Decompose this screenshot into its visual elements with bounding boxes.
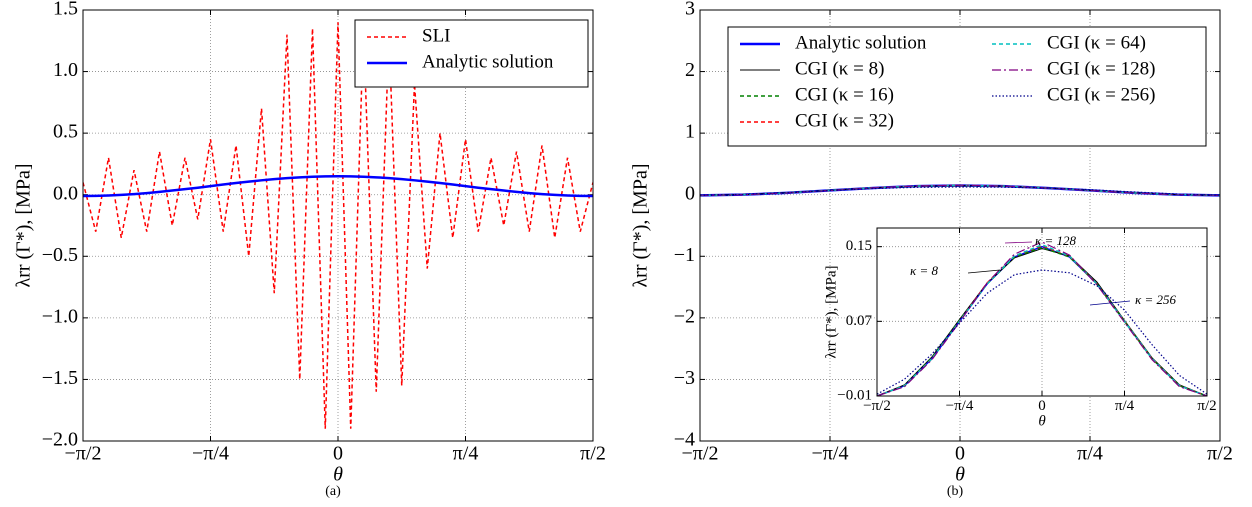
x-tick-label: 0	[955, 443, 965, 465]
y-tick-label: −0.01	[837, 387, 872, 403]
x-axis-label: θ	[333, 464, 343, 486]
legend-box	[727, 26, 1207, 147]
y-axis-label: λrr (Γ*), [MPa]	[13, 163, 35, 287]
legend-box	[354, 19, 589, 88]
y-tick-label: −4	[674, 429, 695, 451]
x-tick-label: −π/2	[65, 443, 102, 465]
x-tick-label: −π/4	[812, 443, 849, 465]
legend-label: CGI (κ = 128)	[1047, 58, 1155, 79]
annotation: κ = 128	[1035, 233, 1077, 248]
series-group	[83, 22, 593, 429]
series-line	[700, 184, 1220, 196]
series-group	[700, 184, 1220, 197]
x-tick-label: −π/2	[863, 398, 891, 414]
series-line	[83, 22, 593, 429]
legend-label: CGI (κ = 256)	[1047, 84, 1155, 105]
x-tick-label: −π/2	[682, 443, 719, 465]
axes-frame	[699, 9, 1221, 442]
series-group	[877, 241, 1207, 396]
series-line	[877, 269, 1207, 395]
y-tick-label: −2	[674, 305, 695, 327]
y-tick-label: −3	[674, 367, 695, 389]
y-tick-label: 0.0	[53, 182, 78, 204]
x-tick-label: π/4	[1077, 443, 1103, 465]
y-tick-label: −2.0	[42, 429, 78, 451]
y-tick-label: 0	[685, 182, 695, 204]
x-tick-label: π/4	[453, 443, 479, 465]
y-axis-label: λrr (Γ*), [MPa]	[823, 265, 839, 358]
legend-label: SLI	[422, 25, 451, 46]
x-tick-label: 0	[333, 443, 343, 465]
y-tick-label: −1.5	[42, 367, 78, 389]
series-line	[700, 186, 1220, 196]
y-axis-label: λrr (Γ*), [MPa]	[630, 163, 652, 287]
y-tick-label: 3	[685, 0, 695, 20]
x-tick-label: π/2	[1207, 443, 1233, 465]
y-tick-label: 0.5	[53, 121, 78, 143]
y-tick-label: 1.0	[53, 59, 78, 81]
annotation-leader	[967, 269, 1001, 274]
annotation-leader	[1004, 241, 1033, 244]
x-tick-label: −π/4	[192, 443, 229, 465]
y-tick-label: 2	[685, 59, 695, 81]
legend-label: Analytic solution	[422, 51, 554, 72]
y-tick-label: 0.15	[846, 238, 872, 254]
x-axis-label: θ	[1038, 414, 1046, 430]
x-tick-label: π/2	[580, 443, 606, 465]
y-tick-label: −1.0	[42, 305, 78, 327]
x-tick-label: π/4	[1115, 398, 1135, 414]
x-axis-label: θ	[955, 464, 965, 486]
y-tick-label: 0.07	[846, 313, 873, 329]
y-tick-label: 1	[685, 121, 695, 143]
y-tick-label: −0.5	[42, 244, 78, 266]
legend-label: CGI (κ = 16)	[795, 84, 894, 105]
series-line	[83, 174, 593, 198]
legend-label: CGI (κ = 32)	[795, 110, 894, 131]
legend-label: Analytic solution	[795, 32, 927, 53]
x-tick-label: 0	[1038, 398, 1046, 414]
x-tick-label: π/2	[1197, 398, 1216, 414]
legend-label: CGI (κ = 64)	[1047, 32, 1146, 53]
series-line	[877, 241, 1207, 396]
caption: (b)	[947, 484, 964, 499]
y-tick-label: 1.5	[53, 0, 78, 20]
axes-frame	[82, 9, 594, 442]
x-tick-label: −π/4	[946, 398, 974, 414]
annotation: κ = 8	[910, 263, 939, 278]
legend-label: CGI (κ = 8)	[795, 58, 884, 79]
axes-frame	[876, 227, 1208, 397]
caption: (a)	[325, 484, 341, 499]
annotation-leader	[1089, 300, 1131, 306]
y-tick-label: −1	[674, 244, 695, 266]
annotation: κ = 256	[1135, 292, 1177, 307]
